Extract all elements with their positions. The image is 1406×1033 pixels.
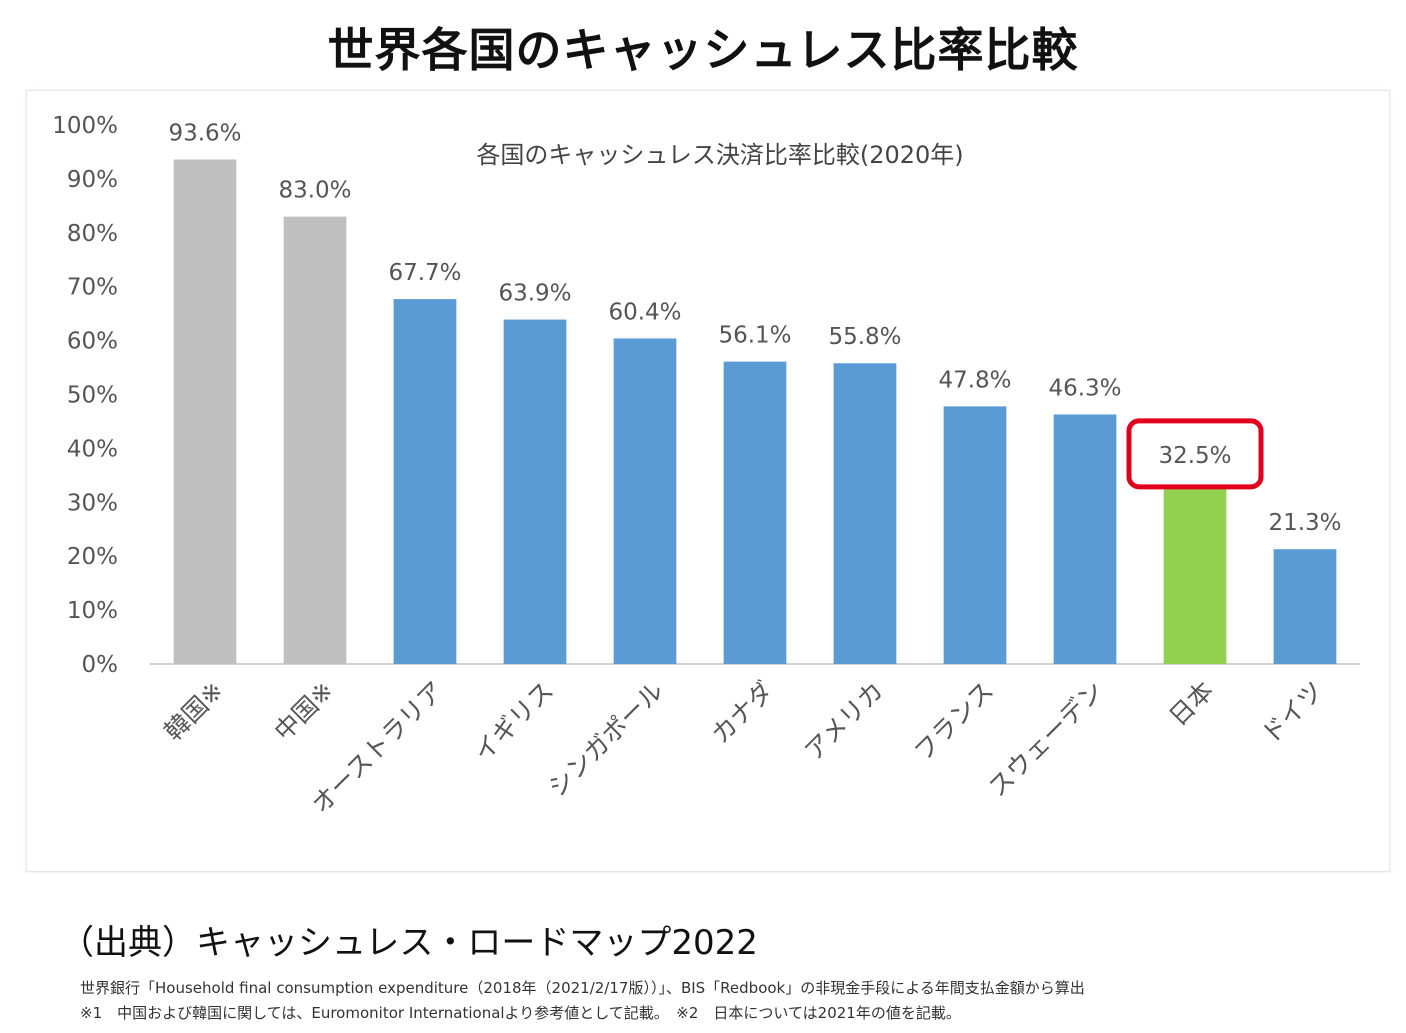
data-label: 63.9% [498, 281, 571, 307]
bar [1163, 488, 1227, 664]
data-label: 56.1% [718, 323, 791, 349]
bar [943, 406, 1007, 664]
data-label: 60.4% [608, 299, 681, 325]
bar [393, 299, 457, 664]
source-note-1: 世界銀行「Household final consumption expendi… [80, 979, 1085, 997]
bar [1053, 414, 1117, 664]
y-tick-label: 0% [82, 652, 119, 678]
source-title: （出典）キャッシュレス・ロードマップ2022 [60, 923, 758, 963]
y-tick-label: 30% [67, 490, 118, 516]
bar [1273, 549, 1337, 664]
x-tick-label: 韓国※ [159, 676, 230, 747]
data-label: 67.7% [388, 260, 461, 286]
y-tick-label: 40% [67, 436, 118, 462]
y-tick-label: 60% [67, 329, 118, 355]
bar [283, 216, 347, 664]
x-tick-label: イギリス [468, 676, 559, 767]
x-tick-label: シンガポール [543, 676, 670, 803]
source-note-2: ※1 中国および韓国に関しては、Euromonitor Internationa… [80, 1004, 961, 1022]
x-tick-label: アメリカ [799, 676, 889, 766]
page-title: 世界各国のキャッシュレス比率比較 [327, 23, 1079, 77]
data-label: 32.5% [1158, 443, 1231, 469]
x-tick-label: スウェーデン [983, 676, 1110, 803]
x-tick-label: カナダ [706, 676, 780, 750]
y-tick-label: 20% [67, 544, 118, 570]
x-tick-label: フランス [908, 676, 999, 767]
data-label: 21.3% [1268, 510, 1341, 536]
bar [503, 319, 567, 664]
bar [723, 361, 787, 664]
y-tick-label: 70% [67, 275, 118, 301]
bar [173, 159, 237, 664]
bar [613, 338, 677, 664]
x-tick-label: 中国※ [269, 676, 340, 747]
y-tick-label: 90% [67, 167, 118, 193]
y-tick-label: 10% [67, 598, 118, 624]
data-label: 83.0% [278, 178, 351, 204]
bar [833, 363, 897, 664]
data-label: 93.6% [168, 120, 241, 146]
x-tick-label: 日本 [1163, 676, 1219, 732]
bar-chart: 各国のキャッシュレス決済比率比較(2020年) 0% 10% 20% 30% 40% 50%… [52, 113, 1360, 819]
data-label: 47.8% [938, 367, 1011, 393]
x-tick-label: ドイツ [1256, 676, 1330, 750]
highlight-box [1126, 418, 1264, 490]
chart-title: 各国のキャッシュレス決済比率比較(2020年) [476, 141, 963, 169]
data-label: 46.3% [1048, 375, 1121, 401]
y-tick-label: 50% [67, 383, 118, 409]
y-tick-label: 100% [52, 113, 118, 139]
y-tick-label: 80% [67, 221, 118, 247]
data-label: 55.8% [828, 324, 901, 350]
chart-frame [26, 90, 1390, 872]
